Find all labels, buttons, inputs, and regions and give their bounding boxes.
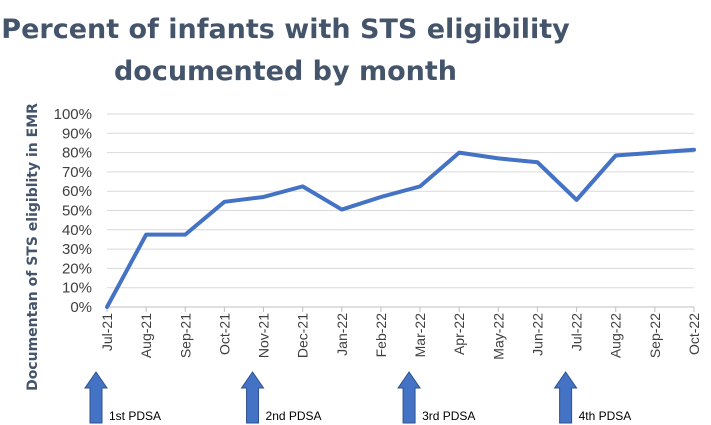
pdsa-arrow-icon: [397, 371, 422, 424]
pdsa-arrow-icon: [240, 371, 265, 424]
series-line: [105, 147, 696, 309]
x-tick-label: Feb-22: [373, 313, 389, 358]
x-tick-label: Sep-22: [647, 313, 663, 358]
pdsa-label: 3rd PDSA: [422, 409, 475, 423]
x-tick-label: May-22: [490, 313, 506, 360]
chart-title-line-1: Percent of infants with STS eligibility: [1, 14, 570, 45]
y-tick-label: 90%: [62, 125, 92, 142]
x-tick-label: Mar-22: [412, 313, 428, 358]
x-tick-label: Sep-21: [177, 313, 193, 358]
x-tick-label: Aug-22: [608, 313, 624, 358]
x-tick-label: Jun-22: [529, 313, 545, 356]
x-tick-label: Apr-22: [451, 313, 467, 355]
y-tick-label: 10%: [62, 280, 92, 297]
chart-title-line-2: documented by month: [113, 56, 458, 87]
y-tick-label: 100%: [54, 106, 92, 123]
pdsa-arrow-icon: [84, 371, 108, 424]
y-tick-label: 0%: [70, 299, 92, 316]
y-tick-label: 60%: [62, 183, 92, 200]
x-tick-label: Nov-21: [256, 313, 272, 358]
y-tick-label: 50%: [62, 203, 92, 220]
y-tick-label: 30%: [62, 241, 92, 258]
y-tick-label: 70%: [62, 164, 92, 181]
x-tick-label: Jan-22: [334, 313, 350, 356]
pdsa-arrow-icon: [553, 371, 578, 424]
x-tick-label: Dec-21: [295, 313, 311, 358]
y-tick-label: 40%: [62, 222, 92, 239]
y-tick-label: 80%: [62, 145, 92, 162]
pdsa-label: 2nd PDSA: [266, 409, 322, 423]
x-tick-label: Oct-21: [216, 313, 232, 355]
y-tick-label: 20%: [62, 260, 92, 277]
pdsa-label: 1st PDSA: [109, 409, 161, 423]
x-tick-label: Jul-22: [569, 313, 585, 351]
x-tick-label: Oct-22: [686, 313, 702, 355]
pdsa-label: 4th PDSA: [579, 409, 632, 423]
x-tick-label: Aug-21: [138, 313, 154, 358]
x-tick-label: Jul-21: [99, 313, 115, 351]
